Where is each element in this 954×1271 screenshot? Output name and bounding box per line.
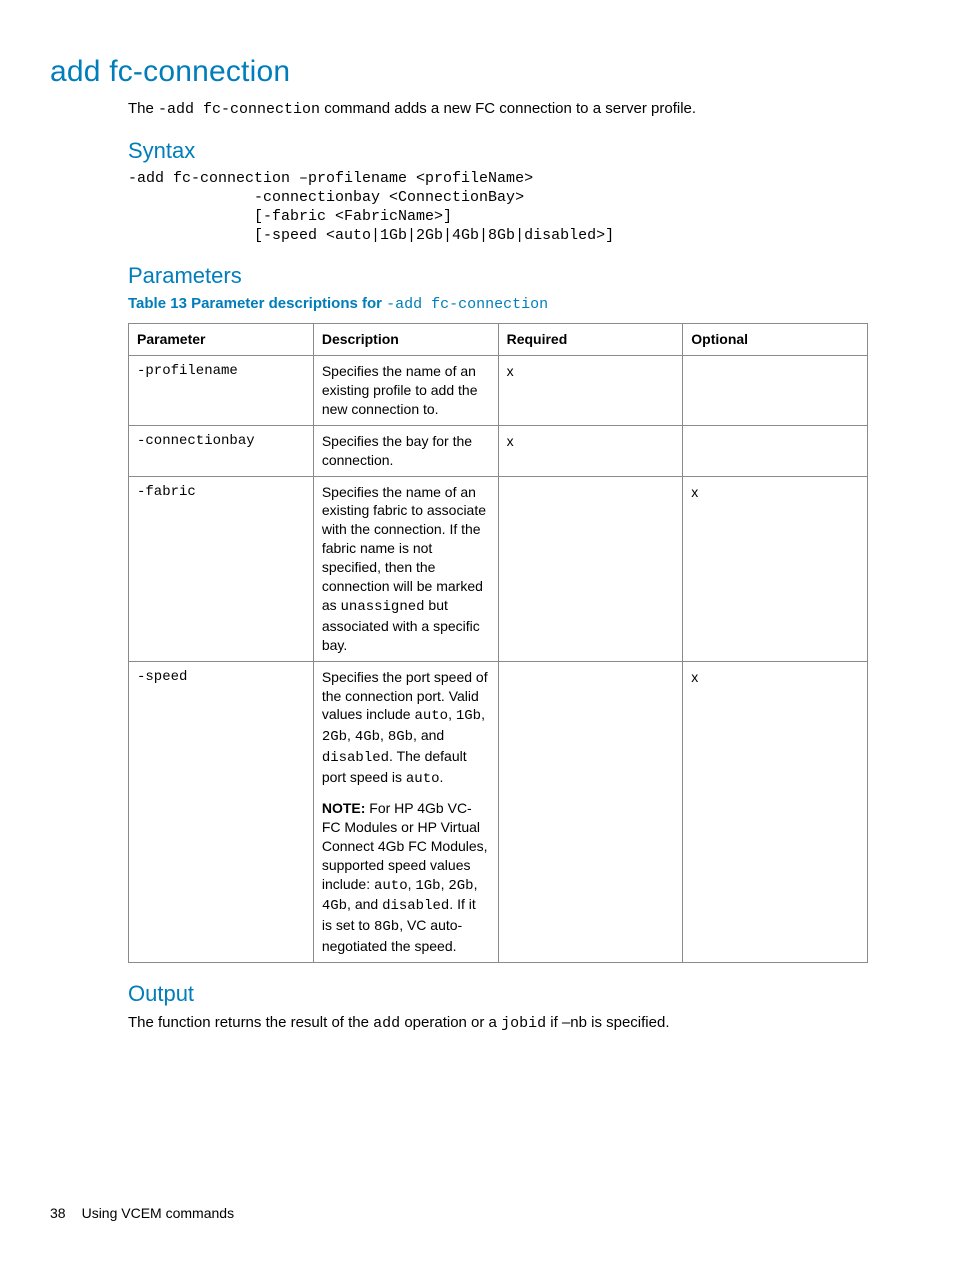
cell-desc: Specifies the name of an existing fabric…	[313, 476, 498, 661]
code: auto	[406, 771, 440, 787]
cell-optional	[683, 425, 868, 476]
code: add	[373, 1015, 400, 1032]
footer-text: Using VCEM commands	[82, 1205, 235, 1221]
note-label: NOTE:	[322, 800, 366, 816]
cell-required	[498, 476, 683, 661]
cell-optional: x	[683, 476, 868, 661]
sep: ,	[481, 706, 485, 722]
code: jobid	[501, 1015, 546, 1032]
code: auto	[414, 708, 448, 724]
caption-prefix: Table 13 Parameter descriptions for	[128, 295, 386, 312]
desc-pre: Specifies the name of an existing fabric…	[322, 484, 486, 613]
output-paragraph: The function returns the result of the a…	[128, 1013, 894, 1034]
code: 2Gb	[322, 729, 347, 745]
desc-code: unassigned	[341, 599, 425, 615]
caption-code: -add fc-connection	[386, 296, 548, 313]
cell-desc: Specifies the name of an existing profil…	[313, 356, 498, 426]
sep: ,	[380, 727, 388, 743]
cell-param: -connectionbay	[129, 425, 314, 476]
cell-desc: Specifies the port speed of the connecti…	[313, 661, 498, 962]
table-header-row: Parameter Description Required Optional	[129, 324, 868, 356]
sep: ,	[448, 706, 456, 722]
th-optional: Optional	[683, 324, 868, 356]
cell-optional	[683, 356, 868, 426]
table-row: -connectionbay Specifies the bay for the…	[129, 425, 868, 476]
code: 8Gb	[374, 919, 399, 935]
parameters-table: Parameter Description Required Optional …	[128, 323, 868, 963]
parameters-heading: Parameters	[128, 263, 894, 289]
page-title: add fc-connection	[50, 55, 894, 89]
code: auto	[374, 878, 408, 894]
table-row: -profilename Specifies the name of an ex…	[129, 356, 868, 426]
cell-optional: x	[683, 661, 868, 962]
output-mid1: operation or a	[400, 1014, 501, 1031]
output-nb: –nb	[562, 1014, 587, 1031]
page-footer: 38 Using VCEM commands	[50, 1205, 234, 1221]
sep: ,	[474, 876, 478, 892]
intro-suffix: command adds a new FC connection to a se…	[320, 100, 696, 117]
cell-required	[498, 661, 683, 962]
syntax-block: -add fc-connection –profilename <profile…	[128, 170, 894, 245]
code: 8Gb	[388, 729, 413, 745]
code: disabled	[322, 750, 389, 766]
cell-param: -fabric	[129, 476, 314, 661]
output-mid2: if	[546, 1014, 562, 1031]
code: 1Gb	[456, 708, 481, 724]
intro-code: -add fc-connection	[158, 101, 320, 118]
cell-desc: Specifies the bay for the connection.	[313, 425, 498, 476]
page-number: 38	[50, 1205, 66, 1221]
cell-required: x	[498, 356, 683, 426]
code: 4Gb	[322, 898, 347, 914]
code: 2Gb	[448, 878, 473, 894]
code: disabled	[382, 898, 449, 914]
th-parameter: Parameter	[129, 324, 314, 356]
cell-param: -profilename	[129, 356, 314, 426]
sep: , and	[413, 727, 444, 743]
th-description: Description	[313, 324, 498, 356]
intro-prefix: The	[128, 100, 158, 117]
cell-param: -speed	[129, 661, 314, 962]
cell-required: x	[498, 425, 683, 476]
output-heading: Output	[128, 981, 894, 1007]
code: 4Gb	[355, 729, 380, 745]
table-row: -speed Specifies the port speed of the c…	[129, 661, 868, 962]
output-pre: The function returns the result of the	[128, 1014, 373, 1031]
table-caption: Table 13 Parameter descriptions for -add…	[128, 295, 894, 313]
table-row: -fabric Specifies the name of an existin…	[129, 476, 868, 661]
syntax-heading: Syntax	[128, 138, 894, 164]
output-post: is specified.	[587, 1014, 670, 1031]
sep: ,	[347, 727, 355, 743]
sep: .	[440, 769, 444, 785]
sep: , and	[347, 896, 382, 912]
code: 1Gb	[415, 878, 440, 894]
th-required: Required	[498, 324, 683, 356]
intro-paragraph: The -add fc-connection command adds a ne…	[128, 99, 894, 120]
